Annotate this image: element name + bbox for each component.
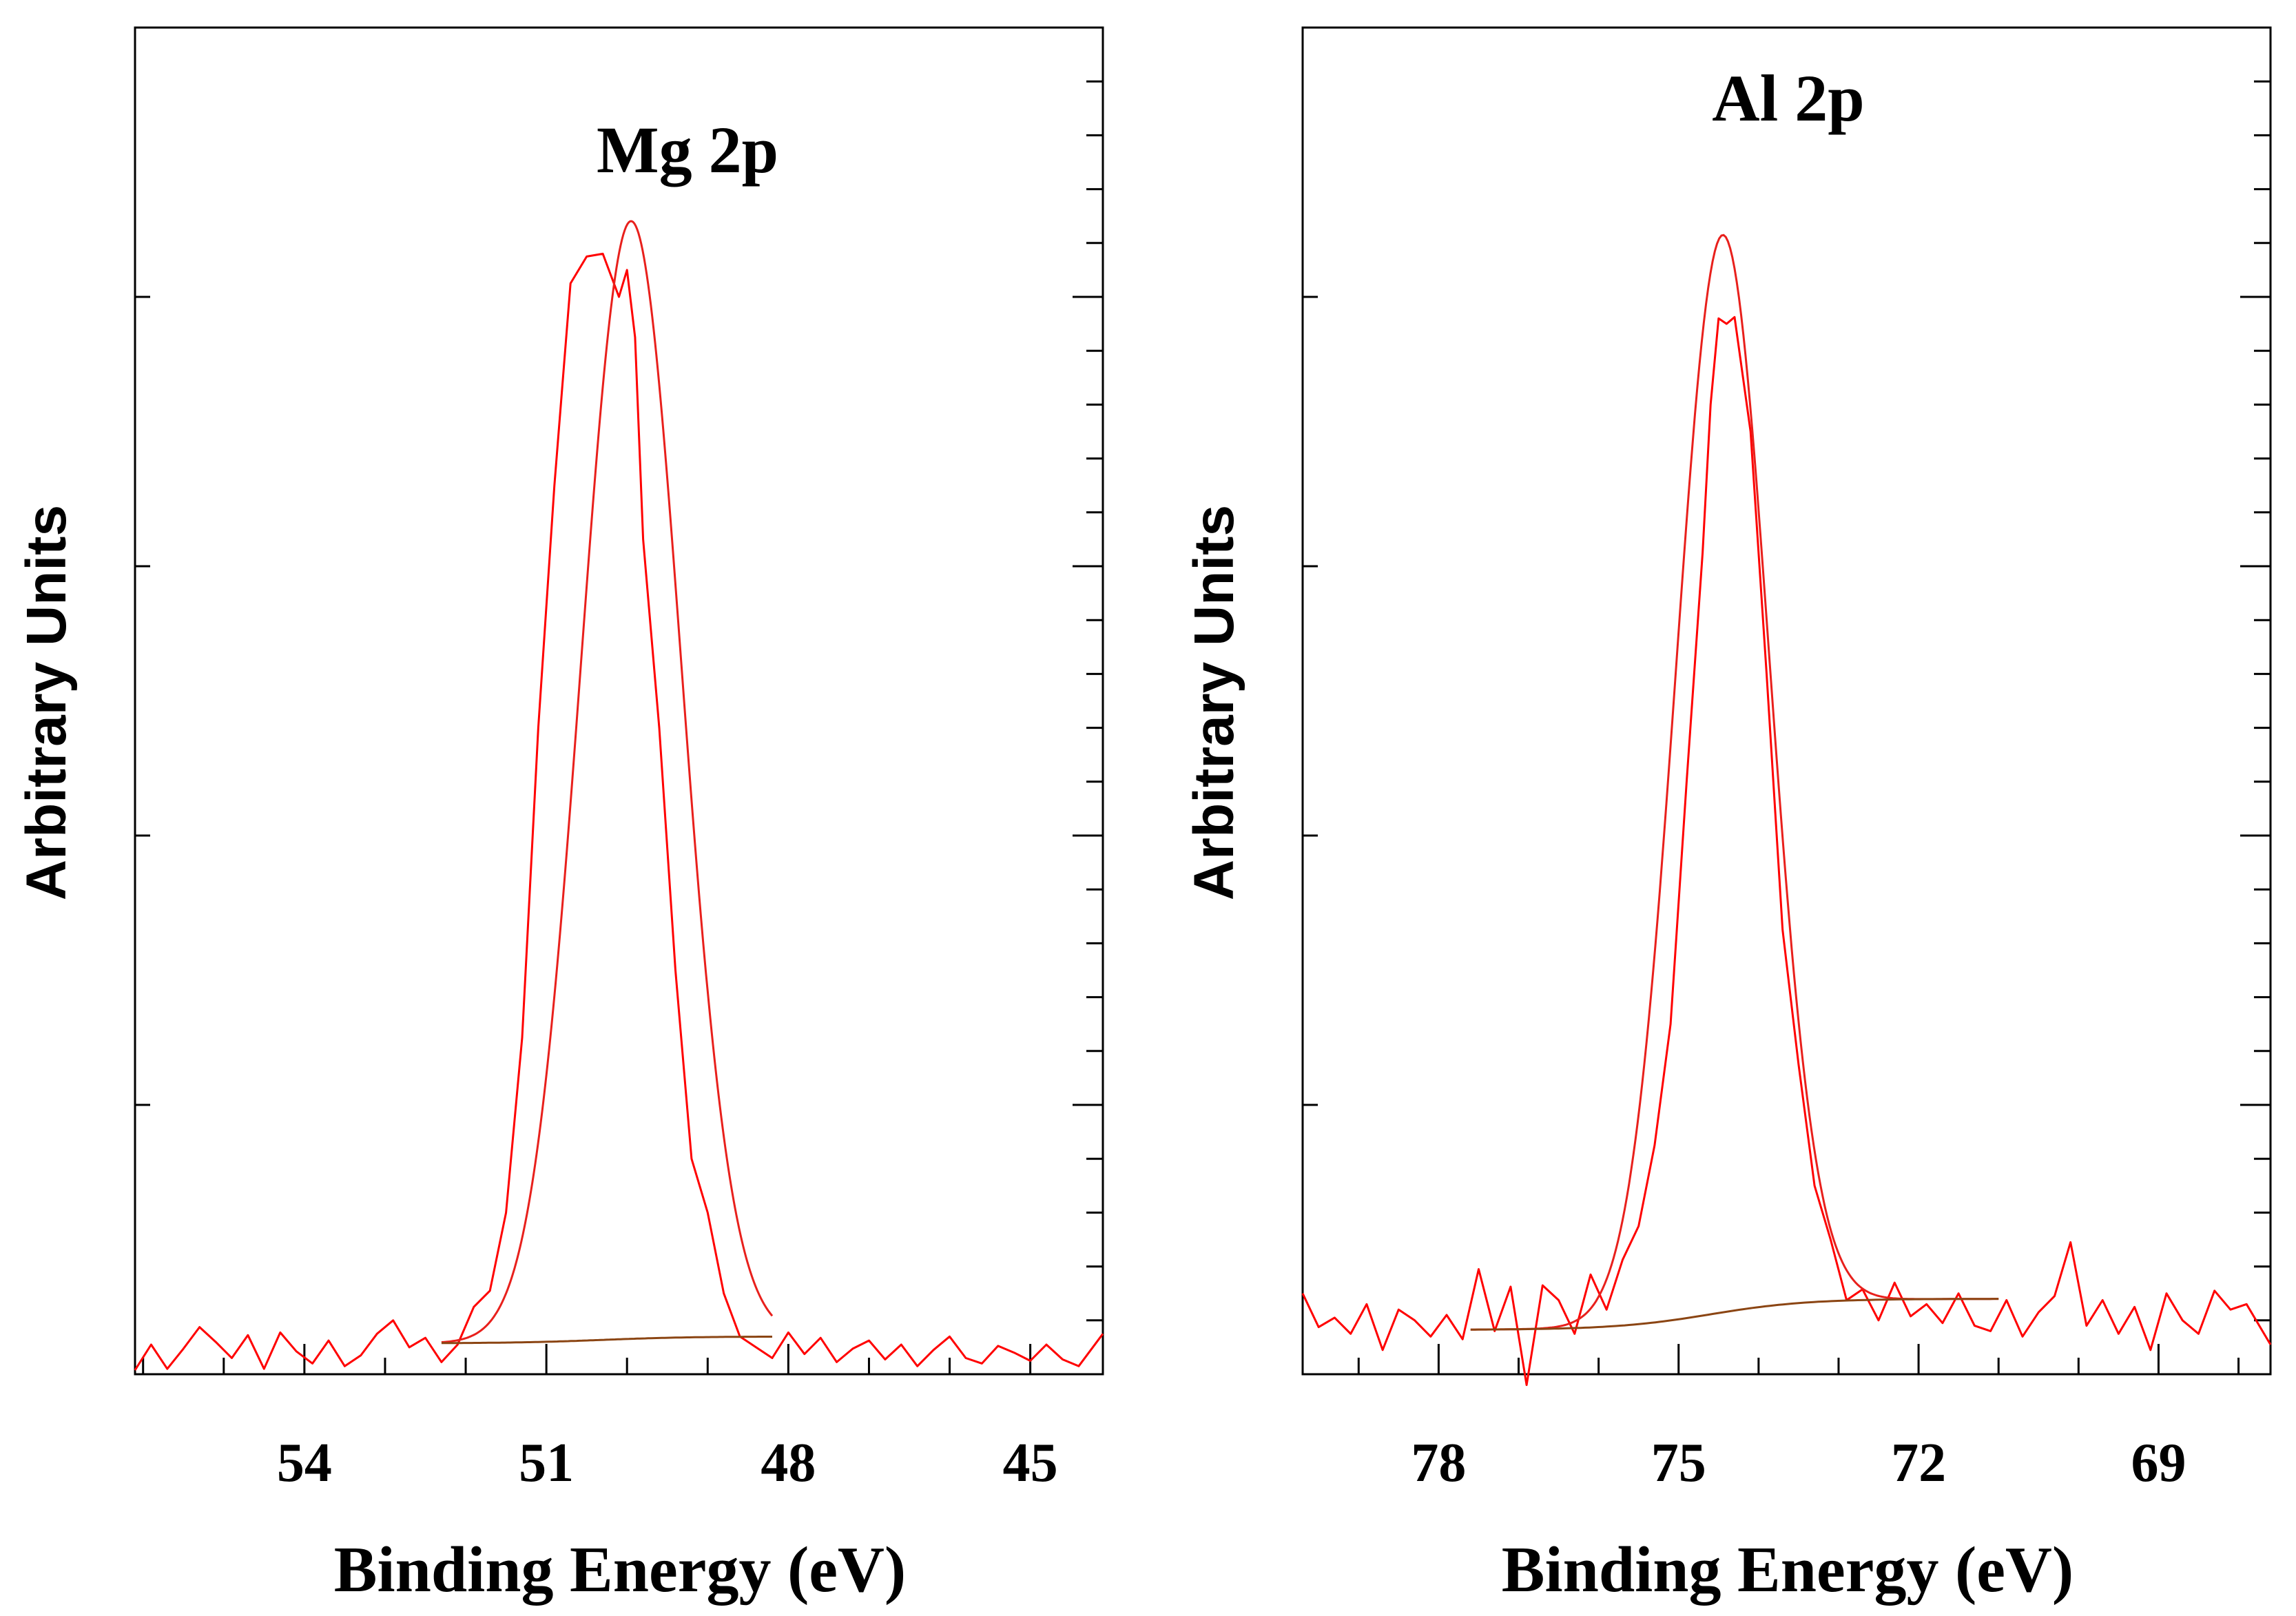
series-background-mg (441, 1336, 772, 1345)
chart-title-al: Al 2p (1712, 61, 1864, 135)
series-data-al (1301, 315, 2272, 1387)
major-ticks-al (1303, 296, 2271, 1374)
panel-mg-2p: 54 51 48 45 Mg 2p Binding Energy (eV) Ar… (15, 26, 1104, 1606)
x-tick-labels-mg: 54 51 48 45 (277, 1433, 1058, 1493)
x-tick-label-mg-0: 54 (277, 1433, 332, 1493)
minor-ticks-mg (142, 80, 1103, 1374)
y-axis-label-mg: Arbitrary Units (15, 505, 78, 900)
minor-ticks-al (1357, 80, 2271, 1374)
series-fit-al (1470, 234, 1999, 1331)
x-tick-label-al-2: 72 (1891, 1433, 1946, 1493)
x-tick-label-al-3: 69 (2131, 1433, 2186, 1493)
series-background-al (1470, 1298, 1999, 1331)
major-ticks-mg (135, 296, 1103, 1374)
x-tick-label-mg-2: 48 (761, 1433, 816, 1493)
x-axis-label-mg: Binding Energy (eV) (334, 1534, 906, 1606)
chart-title-mg: Mg 2p (597, 113, 778, 187)
plot-frame-al (1301, 26, 2272, 1376)
x-axis-label-al: Binding Energy (eV) (1502, 1534, 2073, 1606)
y-axis-label-al: Arbitrary Units (1183, 505, 1245, 900)
x-tick-label-mg-3: 45 (1003, 1433, 1058, 1493)
x-tick-label-al-0: 78 (1411, 1433, 1466, 1493)
x-tick-label-al-1: 75 (1651, 1433, 1706, 1493)
x-tick-label-mg-1: 51 (519, 1433, 574, 1493)
series-fit-mg (441, 220, 774, 1344)
x-tick-labels-al: 78 75 72 69 (1411, 1433, 2186, 1493)
panel-al-2p: 78 75 72 69 Al 2p Binding Energy (eV) Ar… (1183, 26, 2272, 1606)
series-data-mg (134, 252, 1104, 1371)
plot-frame-mg (134, 26, 1104, 1376)
